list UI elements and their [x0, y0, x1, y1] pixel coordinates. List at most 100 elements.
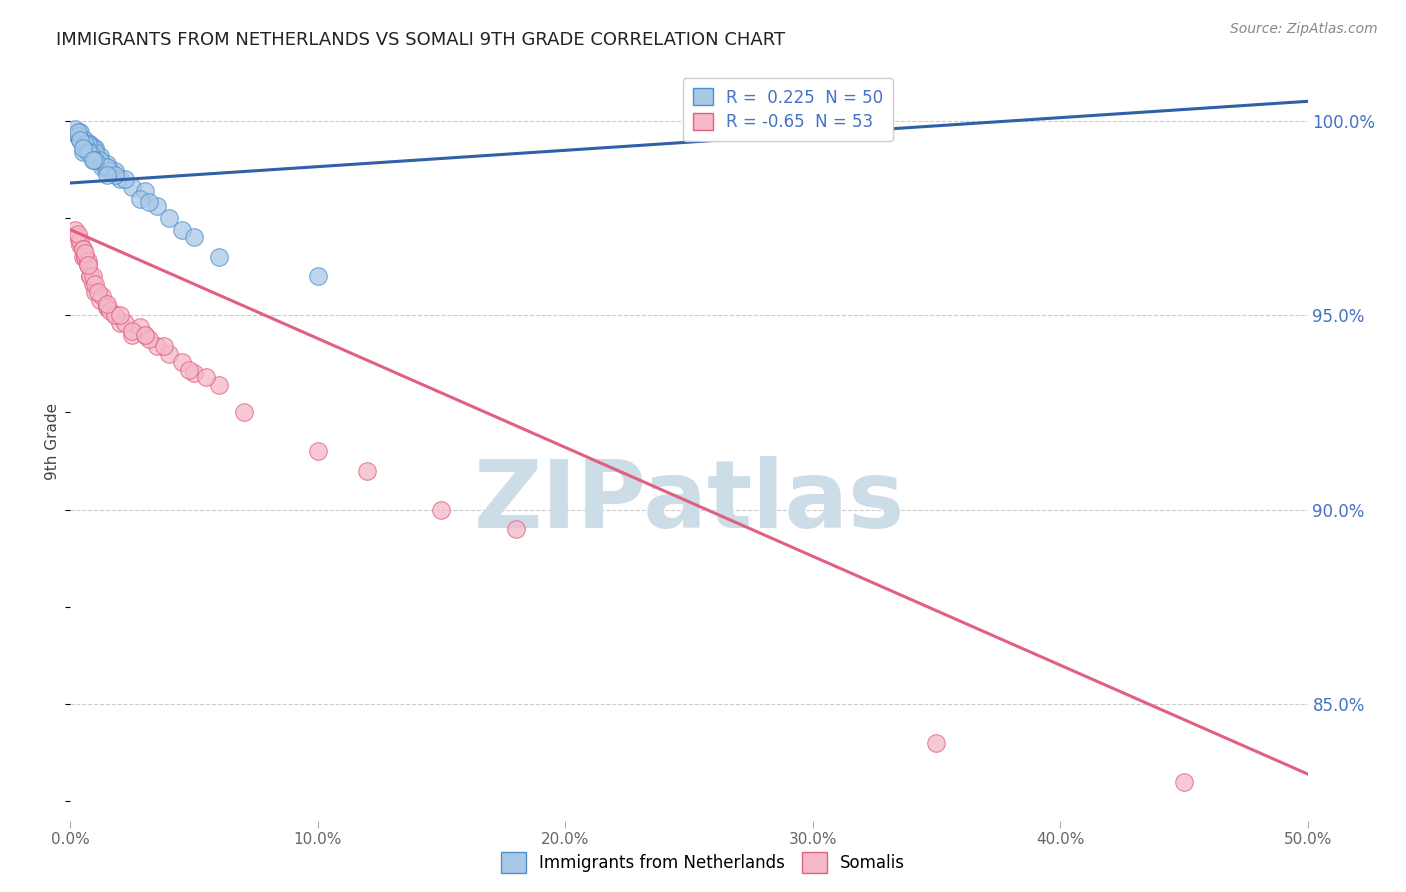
Point: [69, 133, 91, 147]
Point: [89, 293, 111, 307]
Legend: Immigrants from Netherlands, Somalis: Immigrants from Netherlands, Somalis: [495, 846, 911, 880]
Point: [72, 250, 94, 264]
Point: [82, 141, 104, 155]
Point: [76, 253, 98, 268]
Point: [121, 327, 143, 342]
Point: [76, 145, 98, 159]
Point: [138, 331, 160, 345]
Point: [75, 133, 97, 147]
Point: [153, 339, 176, 353]
Point: [96, 301, 118, 315]
Point: [114, 172, 136, 186]
Point: [79, 137, 101, 152]
Point: [86, 285, 108, 299]
Point: [91, 161, 114, 175]
Point: [96, 156, 118, 170]
Point: [72, 242, 94, 256]
Point: [356, 464, 378, 478]
Point: [84, 141, 107, 155]
Point: [76, 137, 98, 152]
Point: [208, 378, 231, 392]
Point: [84, 285, 107, 299]
Point: [157, 347, 180, 361]
Point: [75, 250, 97, 264]
Point: [69, 238, 91, 252]
Point: [925, 736, 948, 750]
Point: [146, 339, 169, 353]
Point: [72, 242, 94, 256]
Point: [72, 137, 94, 152]
Point: [76, 258, 98, 272]
Point: [69, 125, 91, 139]
Point: [75, 250, 97, 264]
Text: ZIPatlas: ZIPatlas: [474, 456, 904, 549]
Point: [232, 405, 254, 419]
Point: [505, 522, 527, 536]
Point: [69, 235, 91, 249]
Point: [84, 145, 107, 159]
Point: [121, 179, 143, 194]
Point: [752, 106, 775, 120]
Point: [98, 164, 121, 178]
Point: [86, 153, 108, 167]
Point: [89, 153, 111, 167]
Point: [307, 444, 329, 458]
Point: [79, 145, 101, 159]
Point: [128, 192, 150, 206]
Text: IMMIGRANTS FROM NETHERLANDS VS SOMALI 9TH GRADE CORRELATION CHART: IMMIGRANTS FROM NETHERLANDS VS SOMALI 9T…: [56, 31, 786, 49]
Point: [195, 370, 218, 384]
Point: [79, 145, 101, 159]
Point: [170, 222, 193, 236]
Point: [121, 324, 143, 338]
Point: [104, 164, 127, 178]
Text: Source: ZipAtlas.com: Source: ZipAtlas.com: [1230, 22, 1378, 37]
Point: [79, 269, 101, 284]
Point: [430, 502, 453, 516]
Point: [134, 327, 156, 342]
Point: [183, 230, 205, 244]
Point: [108, 308, 131, 322]
Point: [1173, 774, 1195, 789]
Point: [66, 230, 89, 244]
Point: [128, 319, 150, 334]
Point: [66, 129, 89, 144]
Point: [65, 121, 87, 136]
Point: [66, 125, 89, 139]
Point: [75, 246, 97, 260]
Point: [66, 129, 89, 144]
Point: [72, 141, 94, 155]
Point: [82, 269, 104, 284]
Point: [76, 258, 98, 272]
Y-axis label: 9th Grade: 9th Grade: [45, 403, 60, 480]
Point: [96, 296, 118, 310]
Point: [134, 184, 156, 198]
Point: [96, 161, 118, 175]
Point: [84, 153, 107, 167]
Point: [183, 367, 205, 381]
Point: [89, 149, 111, 163]
Point: [134, 327, 156, 342]
Point: [69, 133, 91, 147]
Point: [76, 137, 98, 152]
Point: [157, 211, 180, 225]
Point: [82, 153, 104, 167]
Point: [96, 301, 118, 315]
Point: [91, 289, 114, 303]
Point: [208, 250, 231, 264]
Point: [94, 161, 117, 175]
Point: [98, 304, 121, 318]
Point: [82, 153, 104, 167]
Point: [104, 168, 127, 182]
Point: [79, 269, 101, 284]
Point: [72, 145, 94, 159]
Point: [104, 308, 127, 322]
Point: [177, 362, 200, 376]
Point: [108, 172, 131, 186]
Point: [104, 308, 127, 322]
Point: [65, 222, 87, 236]
Point: [170, 355, 193, 369]
Point: [75, 141, 97, 155]
Point: [114, 316, 136, 330]
Point: [146, 199, 169, 213]
Point: [82, 277, 104, 291]
